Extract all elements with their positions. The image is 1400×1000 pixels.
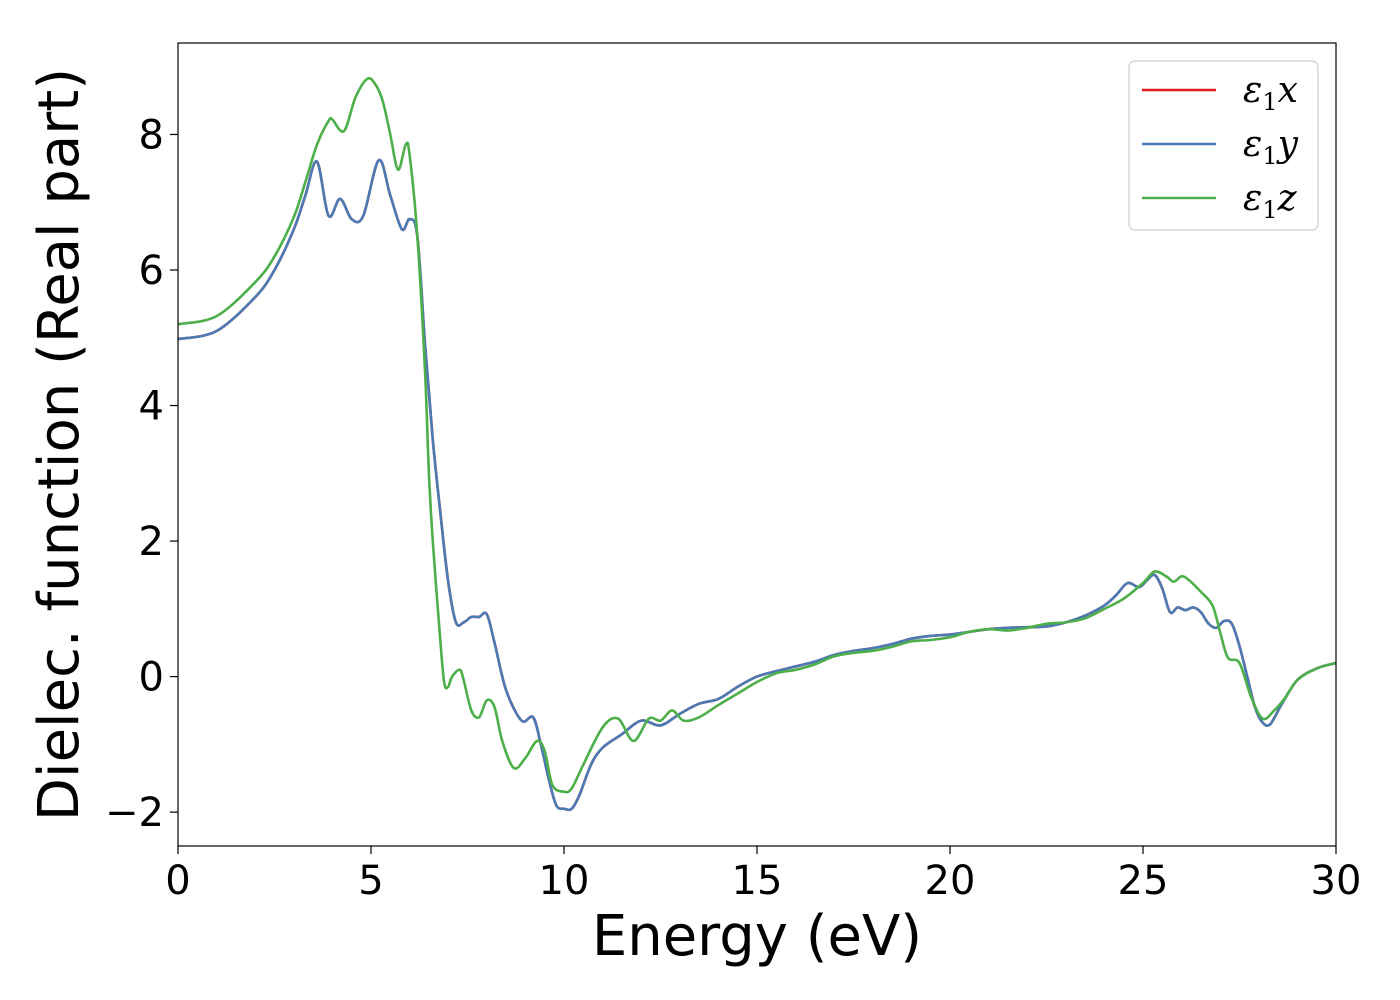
y-axis-title: Dielec. function (Real part) [27, 68, 92, 821]
x-tick-label: 20 [925, 858, 976, 904]
series-line-y [178, 158, 1336, 812]
y-tick-label: 0 [139, 655, 164, 701]
x-tick-label: 10 [539, 858, 590, 904]
x-tick-label: 5 [358, 858, 383, 904]
y-tick-label: 8 [139, 112, 164, 158]
x-tick-label: 30 [1311, 858, 1362, 904]
legend: ε1x ε1y ε1z [1128, 60, 1319, 231]
y-tick-label: 6 [139, 248, 164, 294]
series-line-x [178, 158, 1336, 812]
x-tick-label: 15 [732, 858, 783, 904]
legend-box [1128, 60, 1319, 231]
series-line-z [178, 76, 1336, 794]
legend-label-z: ε1z [1243, 178, 1298, 224]
legend-label-y: ε1y [1243, 124, 1299, 170]
x-tick-label: 25 [1118, 858, 1169, 904]
y-tick-label: −2 [105, 790, 164, 836]
x-axis-title: Energy (eV) [592, 904, 922, 969]
series-layer [178, 76, 1336, 812]
x-tick-label: 0 [165, 858, 190, 904]
y-tick-label: 4 [139, 384, 164, 430]
y-tick-label: 2 [139, 519, 164, 565]
legend-label-x: ε1x [1243, 70, 1298, 116]
